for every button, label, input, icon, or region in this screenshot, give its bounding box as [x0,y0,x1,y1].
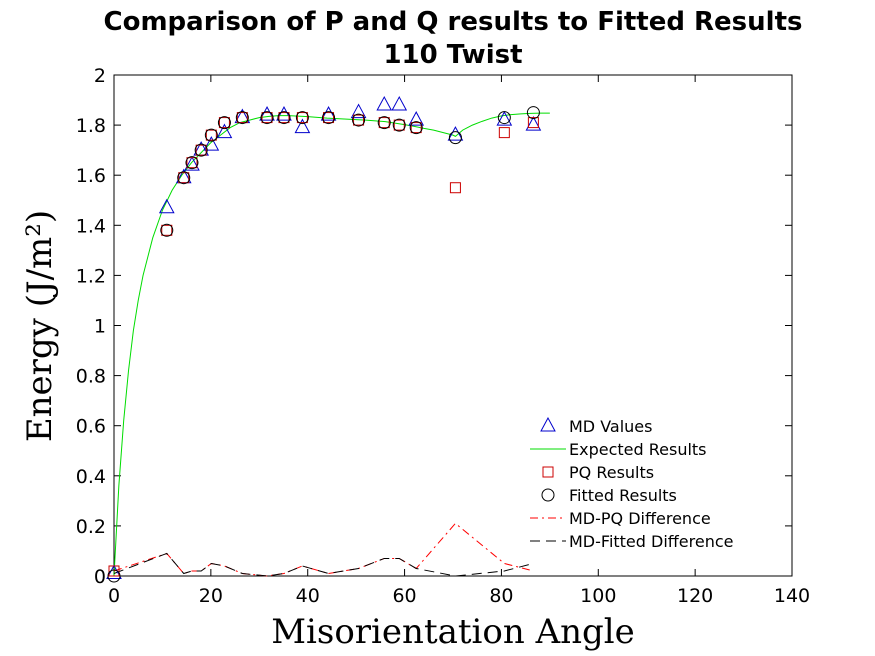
circle-data-point [204,128,218,142]
plot-series [106,96,550,583]
circle-data-point [177,171,191,185]
y-tick-label: 1.2 [76,265,106,287]
y-tick-label: 0.4 [76,466,106,488]
y-tick-label: 1.6 [76,165,106,187]
triangle-data-point [391,96,408,111]
y-tick-label: 0.2 [76,516,106,538]
triangle-data-point [408,111,425,126]
legend-label: Fitted Results [569,486,677,505]
triangle-data-point [276,106,292,121]
square-data-point [323,112,335,124]
square-data-point [108,565,120,577]
circle-data-point [377,116,391,130]
triangle-data-point [106,564,122,579]
circle-data-point [352,113,366,127]
square-data-point [261,112,273,124]
triangle-data-point [350,103,367,119]
legend-label: MD-PQ Difference [569,509,711,528]
triangle-data-point [294,118,311,134]
x-tick-label: 60 [392,585,416,607]
square-data-point [161,224,173,236]
triangle-data-point [259,106,275,121]
axis-ticks: 0 20 40 60 80 100 120 140 0 0.2 0.4 0.6 0.8 1 1.2 1.4 1.… [76,65,810,607]
chart-subtitle: 110 Twist [383,40,522,70]
legend-label: MD-Fitted Difference [569,532,734,551]
y-tick-label: 0.8 [76,366,106,388]
square-data-point [296,112,308,124]
square-data-point [353,114,365,126]
circle-data-point [260,111,274,125]
circle-data-point [277,111,291,125]
legend-marker [542,466,554,478]
y-tick-label: 0.6 [76,416,106,438]
circle-data-point [235,111,249,125]
triangle-data-point [216,123,233,139]
circle-data-point [217,116,231,130]
square-data-point [410,122,422,134]
legend-label: PQ Results [569,463,654,482]
square-data-point [278,112,290,124]
circle-data-point [107,569,121,583]
triangle-data-point [184,156,200,171]
square-data-point [527,117,539,129]
y-tick-label: 0 [94,566,106,588]
series-line [113,552,534,577]
circle-data-point [448,131,462,145]
circle-data-point [322,111,336,125]
x-tick-label: 140 [774,585,810,607]
y-tick-label: 1.8 [76,115,106,137]
triangle-data-point [320,106,337,121]
x-tick-label: 0 [108,585,120,607]
x-tick-label: 80 [489,585,513,607]
square-data-point [178,172,190,184]
legend-marker [540,416,556,432]
square-data-point [195,144,207,156]
x-tick-label: 100 [580,585,616,607]
circle-data-point [160,223,174,237]
circle-data-point [392,118,406,132]
circle-data-point [409,121,423,135]
triangle-data-point [203,136,220,151]
square-data-point [498,127,510,139]
y-tick-label: 2 [94,65,106,87]
legend-label: MD Values [569,417,652,436]
x-tick-label: 40 [296,585,320,607]
chart-title: Comparison of P and Q results to Fitted … [104,7,803,37]
square-data-point [393,119,405,131]
x-tick-label: 120 [677,585,713,607]
x-tick-label: 20 [199,585,223,607]
square-data-point [205,129,217,141]
triangle-data-point [525,116,542,131]
square-data-point [186,157,198,169]
triangle-data-point [376,96,393,111]
circle-data-point [194,143,208,157]
legend-label: Expected Results [569,440,707,459]
square-data-point [449,182,461,194]
triangle-data-point [447,126,464,141]
y-tick-label: 1.4 [76,215,106,237]
circle-data-point [497,111,511,125]
legend: MD Values Expected Results PQ Results Fitte… [530,416,734,551]
circle-data-point [185,156,199,170]
square-data-point [378,117,390,129]
triangle-data-point [496,111,513,126]
y-axis-label: Energy (J/m²) [20,210,60,442]
square-data-point [236,112,248,124]
x-axis-label: Misorientation Angle [271,612,635,652]
legend-marker [541,488,555,502]
plot-area [113,74,793,577]
triangle-data-point [158,198,175,214]
circle-data-point [526,106,540,120]
y-tick-label: 1 [94,316,106,338]
square-data-point [218,117,230,129]
circle-data-point [295,111,309,125]
